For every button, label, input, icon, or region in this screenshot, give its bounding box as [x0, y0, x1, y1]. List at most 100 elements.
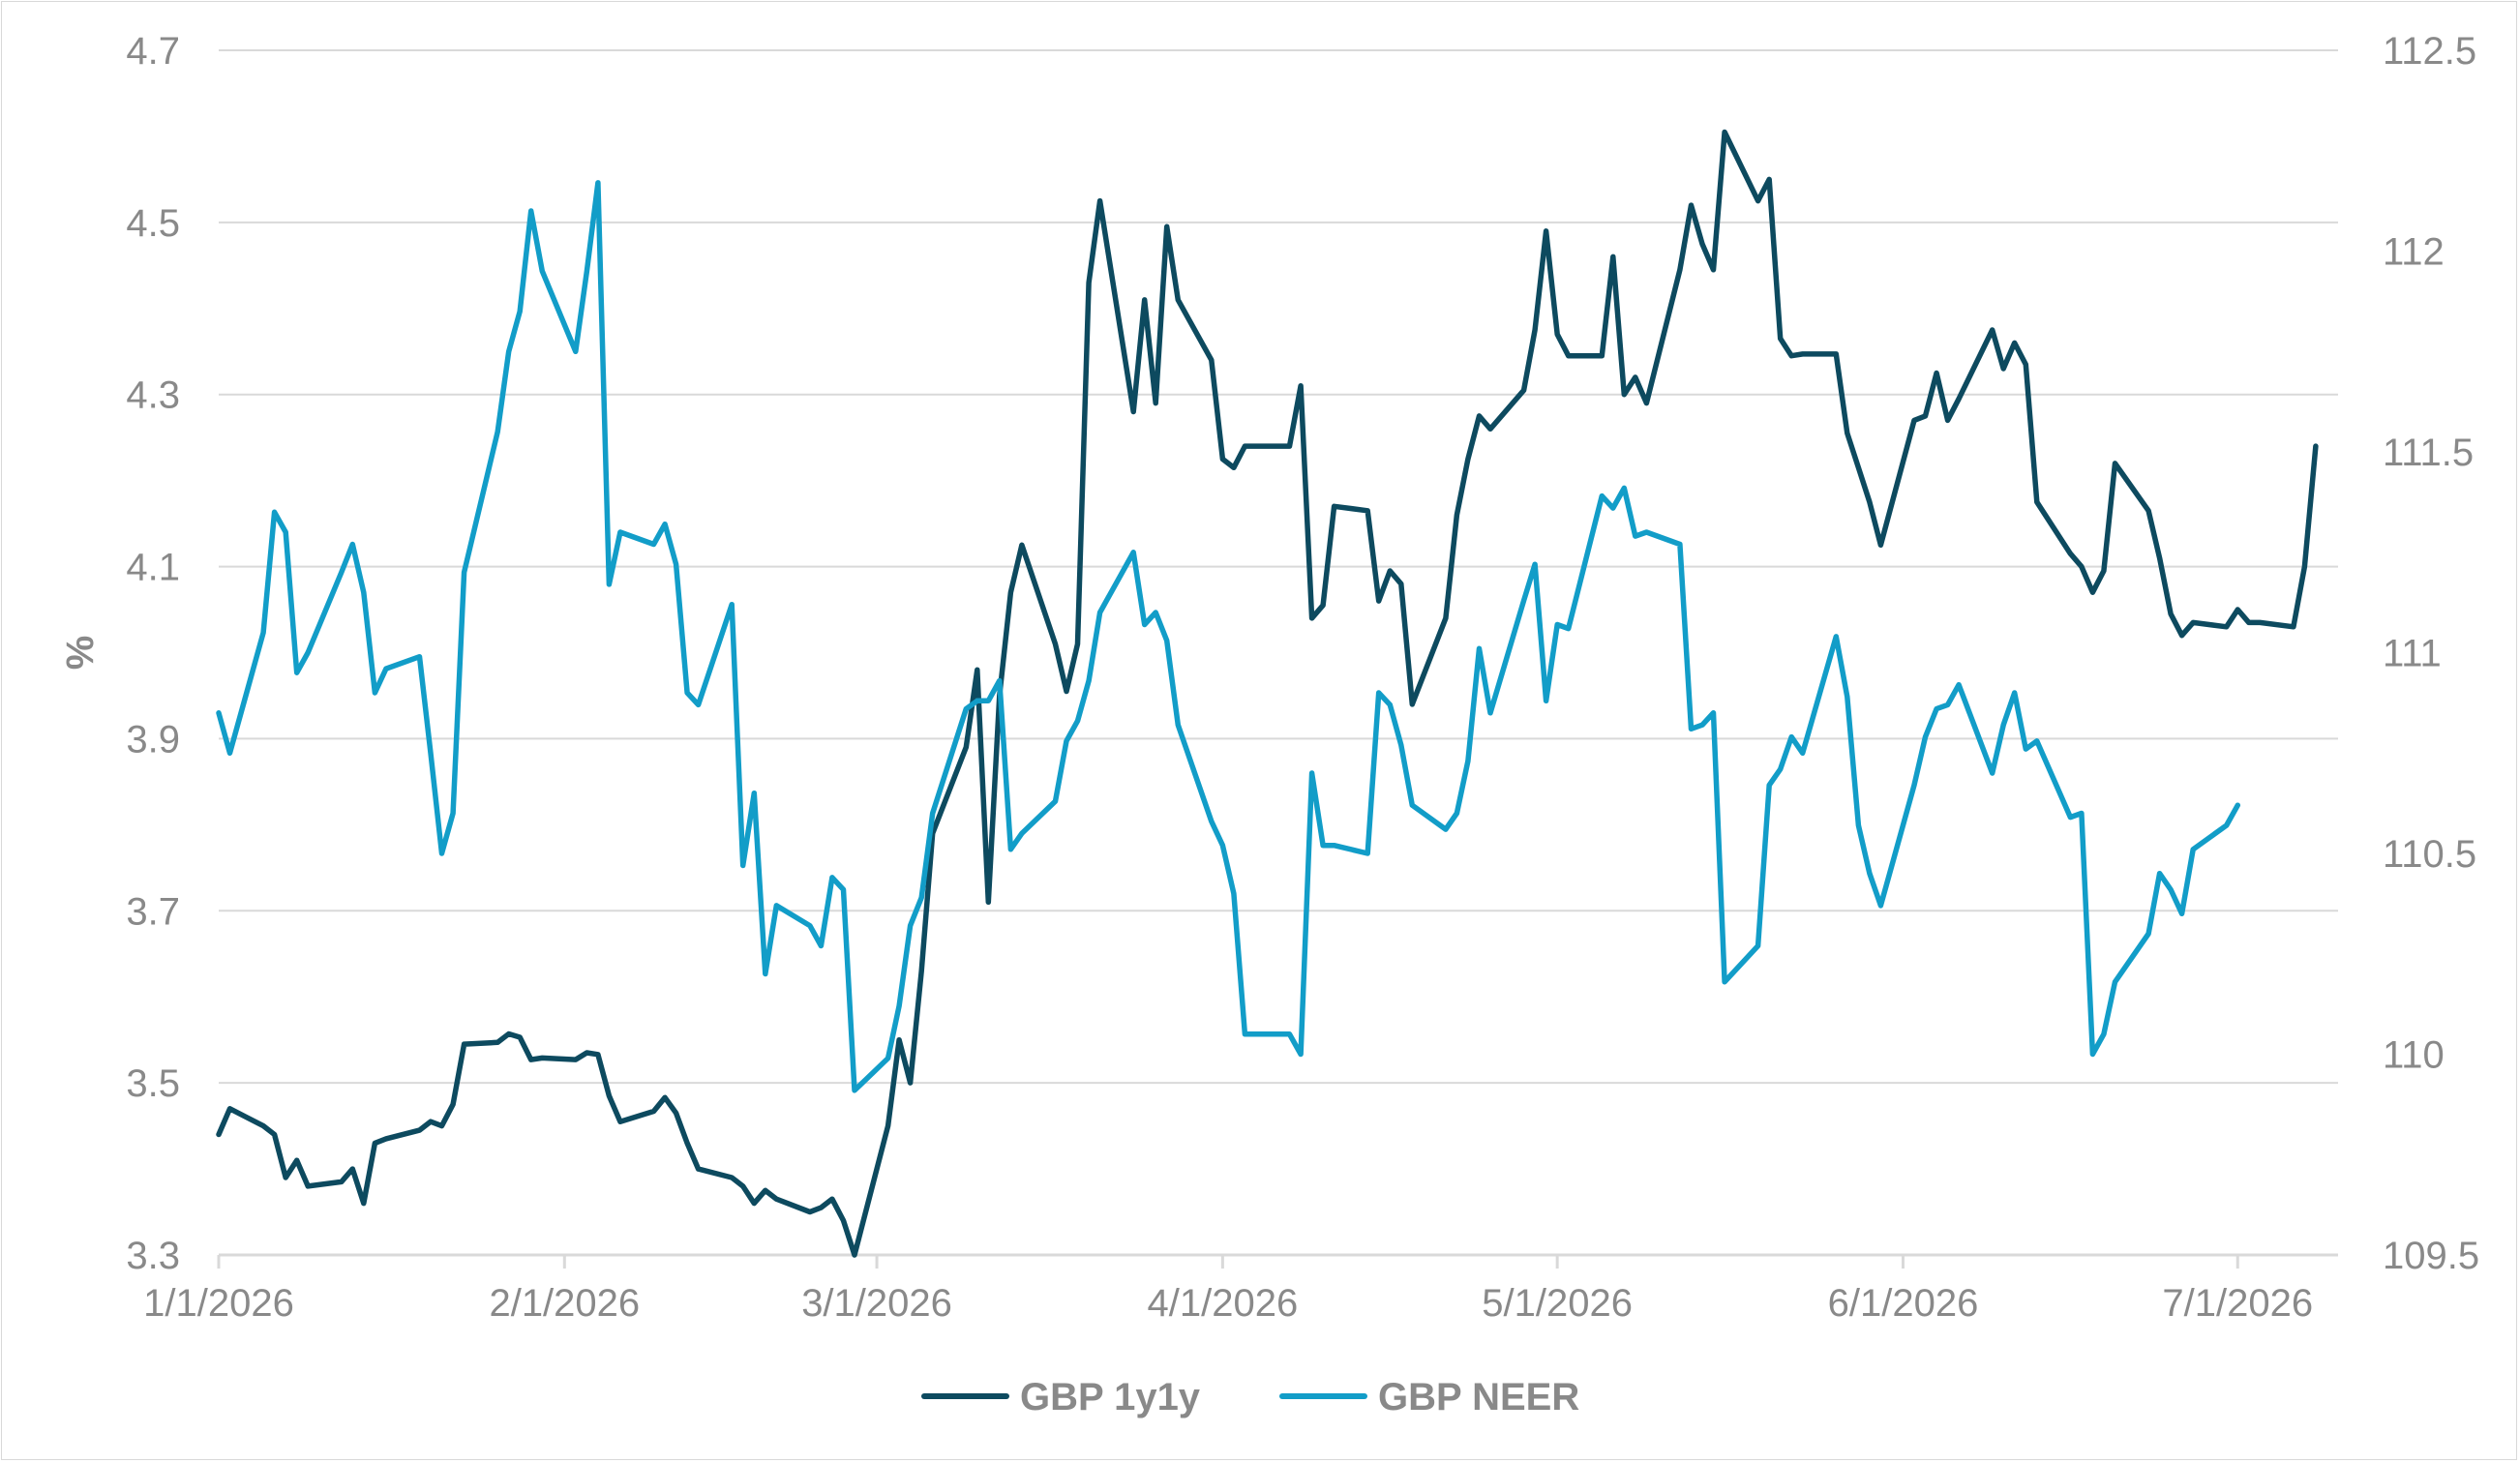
data-point	[1311, 617, 1312, 618]
data-point	[1378, 601, 1379, 602]
data-point	[910, 925, 911, 926]
data-point	[1545, 230, 1546, 231]
data-point	[1836, 353, 1837, 354]
data-point	[1467, 459, 1468, 460]
data-point	[285, 1178, 286, 1179]
data-point	[1992, 773, 1993, 774]
data-point	[2036, 501, 2037, 502]
data-point	[1490, 712, 1491, 713]
data-point	[1400, 583, 1401, 584]
data-point	[2181, 913, 2182, 914]
data-point	[453, 1104, 454, 1105]
data-point	[1702, 725, 1703, 726]
data-point	[1947, 704, 1948, 705]
data-point	[1400, 745, 1401, 746]
data-point	[1367, 510, 1368, 511]
data-point	[742, 865, 743, 866]
right-y-tick-label: 111.5	[2383, 432, 2474, 474]
series-line	[216, 129, 2319, 1258]
data-point	[464, 1044, 465, 1045]
data-point	[1412, 805, 1413, 806]
data-point	[2081, 566, 2082, 567]
data-point	[1479, 415, 1480, 416]
data-point	[1523, 600, 1524, 601]
data-point	[363, 1203, 364, 1204]
data-point	[2237, 805, 2238, 806]
data-point	[1211, 360, 1212, 361]
data-point	[2171, 889, 2172, 890]
data-point	[1545, 701, 1546, 702]
data-point	[1390, 704, 1391, 705]
data-point	[1914, 420, 1915, 421]
legend-label: GBP 1y1y	[1020, 1376, 1201, 1418]
data-point	[1334, 506, 1335, 507]
data-point	[385, 669, 386, 670]
data-point	[653, 1111, 654, 1112]
data-point	[1780, 338, 1781, 339]
data-point	[1378, 693, 1379, 694]
data-point	[1010, 592, 1011, 593]
data-point	[1456, 813, 1457, 814]
data-point	[776, 1199, 777, 1200]
data-point	[665, 1097, 666, 1098]
data-point	[1679, 269, 1680, 270]
data-point	[2171, 613, 2172, 614]
data-point	[988, 902, 989, 903]
data-point	[831, 877, 832, 878]
data-point	[363, 592, 364, 593]
data-point	[698, 704, 699, 705]
data-point	[2304, 566, 2305, 567]
data-point	[698, 1169, 699, 1170]
data-point	[1166, 226, 1167, 227]
data-point	[809, 1211, 810, 1212]
right-y-tick-label: 110	[2383, 1034, 2445, 1077]
left-y-axis: 3.3 3.5 3.7 3.9 4.1 4.3 4.5 4.7	[126, 30, 180, 1277]
data-point	[1624, 488, 1625, 489]
data-point	[2226, 626, 2227, 627]
data-point	[1925, 415, 1926, 416]
data-point	[2025, 364, 2026, 365]
data-point	[1166, 641, 1167, 642]
data-point	[2014, 693, 2015, 694]
right-y-axis: 109.5 110 110.5 111 111.5 112 112.5	[2383, 30, 2479, 1277]
right-y-tick-label: 111	[2383, 633, 2442, 675]
data-point	[1233, 893, 1234, 894]
data-point	[1099, 200, 1100, 201]
data-point	[1757, 200, 1758, 201]
data-point	[586, 1053, 587, 1054]
data-point	[754, 1203, 755, 1204]
series-1	[216, 129, 2319, 1258]
data-point	[2003, 725, 2004, 726]
data-point	[1144, 299, 1145, 300]
data-point	[1869, 873, 1870, 874]
data-point	[1713, 269, 1714, 270]
data-point	[441, 1125, 442, 1126]
data-point	[653, 544, 654, 545]
data-point	[1646, 532, 1647, 533]
right-y-tick-label: 112.5	[2383, 30, 2476, 73]
data-point	[229, 753, 230, 754]
left-y-tick-label: 3.3	[126, 1235, 180, 1277]
data-point	[308, 652, 309, 653]
data-point	[431, 1121, 432, 1122]
data-point	[341, 572, 342, 573]
data-point	[2003, 369, 2004, 370]
data-point	[976, 701, 977, 702]
data-point	[2159, 873, 2160, 874]
data-point	[352, 544, 353, 545]
data-point	[1535, 564, 1536, 565]
data-point	[665, 523, 666, 524]
data-point	[1445, 829, 1446, 830]
data-point	[1769, 179, 1770, 180]
x-axis: 1/1/2026 2/1/2026 3/1/2026 4/1/2026 5/1/2026…	[143, 1253, 2338, 1325]
data-point	[1289, 1033, 1290, 1034]
data-point	[1780, 768, 1781, 769]
series-line	[216, 180, 2241, 1093]
right-y-tick-label: 110.5	[2383, 833, 2476, 876]
data-point	[1367, 853, 1368, 854]
data-point	[2081, 813, 2082, 814]
data-point	[1791, 736, 1792, 737]
legend: GBP 1y1y GBP NEER	[921, 1376, 1579, 1418]
data-point	[1323, 605, 1324, 606]
